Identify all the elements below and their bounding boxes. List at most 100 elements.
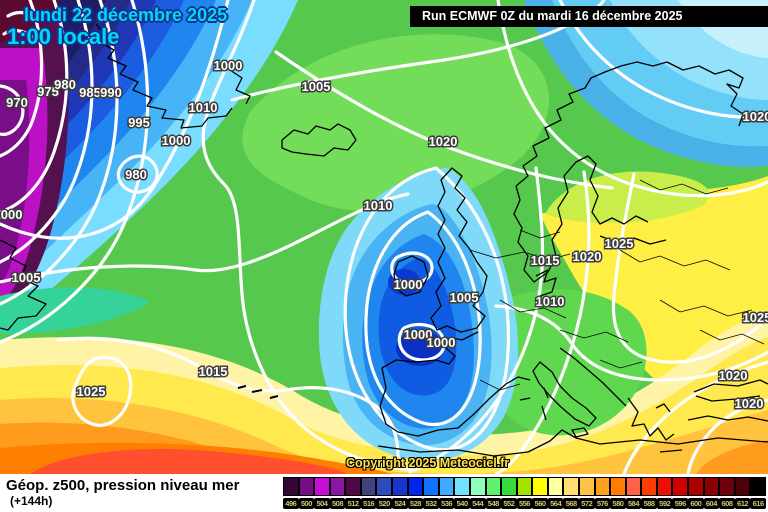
colorbar-swatch (283, 477, 299, 496)
colorbar-value: 512 (345, 498, 361, 509)
isobar-label: 1020 (743, 109, 768, 124)
colorbar-step: 584 (625, 477, 642, 509)
colorbar-step: 556 (516, 477, 533, 509)
isobar-label: 1010 (189, 100, 218, 115)
colorbar-value: 544 (469, 498, 486, 509)
isobar-label: 1015 (199, 364, 228, 379)
colorbar-step: 576 (594, 477, 611, 509)
colorbar-value: 528 (407, 498, 424, 509)
isobar-labels: 9709759809859909951000101010009801005100… (0, 57, 768, 413)
colorbar-swatch (501, 477, 517, 496)
map-title: Géop. z500, pression niveau mer (6, 477, 240, 494)
colorbar-value: 584 (625, 498, 642, 509)
colorbar-step: 500 (298, 477, 315, 509)
colorbar-step: 608 (719, 477, 735, 509)
colorbar-swatch (423, 477, 439, 496)
isobar-label: 1020 (573, 249, 602, 264)
coastlines (0, 23, 768, 457)
isobar-label: 1000 (162, 133, 191, 148)
colorbar-value: 588 (641, 498, 657, 509)
colorbar-value: 548 (485, 498, 502, 509)
forecast-local-time: 1:00 locale (7, 23, 120, 49)
legend-bar: Géop. z500, pression niveau mer (+144h) … (0, 474, 768, 512)
isobar-label: 1005 (450, 290, 479, 305)
colorbar-swatch (688, 477, 704, 496)
isobar-label: 1000 (394, 277, 423, 292)
colorbar-swatch (454, 477, 470, 496)
pressure-color-field (0, 0, 768, 474)
colorbar-step: 528 (407, 477, 424, 509)
isobar-label: 1000 (404, 327, 433, 342)
isobar-label: 985 (79, 85, 101, 100)
isobar-label: 1025 (77, 384, 106, 399)
colorbar-value: 608 (719, 498, 735, 509)
colorbar-value: 580 (610, 498, 626, 509)
colorbar-step: 504 (314, 477, 330, 509)
colorbar-step: 604 (703, 477, 720, 509)
colorbar-value: 500 (298, 498, 315, 509)
isobar-label: 1000 (0, 207, 22, 222)
colorbar-step: 548 (485, 477, 502, 509)
colorbar-value: 516 (360, 498, 377, 509)
isobar-label: 1005 (302, 79, 331, 94)
colorbar-swatch (719, 477, 735, 496)
isobar-label: 1010 (536, 294, 565, 309)
colorbar-value: 596 (672, 498, 689, 509)
colorbar-swatch (314, 477, 330, 496)
colorbar-value: 592 (656, 498, 673, 509)
colorbar-swatch (672, 477, 689, 496)
colorbar-value: 552 (501, 498, 517, 509)
colorbar-step: 600 (688, 477, 704, 509)
isobar-label: 1000 (214, 58, 243, 73)
colorbar-swatch (360, 477, 377, 496)
colorbar-step: 612 (734, 477, 751, 509)
colorbar-value: 508 (329, 498, 346, 509)
colorbar-value: 536 (438, 498, 455, 509)
isobar-label: 1020 (735, 396, 764, 411)
colorbar-value: 564 (547, 498, 564, 509)
geopotential-color-scale: 496 500 504 508 512 516 520 524 528 532 536 540 544 5… (283, 477, 766, 509)
isobar-label: 1020 (719, 368, 748, 383)
colorbar-step: 516 (360, 477, 377, 509)
copyright-notice: Copyright 2025 Meteociel.fr (346, 456, 510, 470)
colorbar-step: 540 (454, 477, 470, 509)
isobar-contours (0, 0, 768, 474)
colorbar-step: 564 (547, 477, 564, 509)
isobar-label: 990 (100, 85, 122, 100)
colorbar-value: 612 (734, 498, 751, 509)
isobar-label: 975 (37, 84, 59, 99)
colorbar-value: 572 (578, 498, 595, 509)
colorbar-step: 572 (578, 477, 595, 509)
colorbar-step: 596 (672, 477, 689, 509)
colorbar-swatch (547, 477, 564, 496)
colorbar-value: 568 (563, 498, 579, 509)
colorbar-swatch (298, 477, 315, 496)
isobar-label: 980 (125, 167, 147, 182)
colorbar-value: 520 (376, 498, 393, 509)
isobar-label: 1015 (531, 253, 560, 268)
colorbar-value: 540 (454, 498, 470, 509)
colorbar-step: 496 (283, 477, 299, 509)
forecast-valid-time: lundi 22 décembre 2025 1:00 locale (7, 6, 227, 48)
colorbar-value: 504 (314, 498, 330, 509)
colorbar-swatch (532, 477, 548, 496)
colorbar-swatch (563, 477, 579, 496)
isobar-label: 970 (6, 95, 28, 110)
isobar-label: 1020 (429, 134, 458, 149)
colorbar-swatch (641, 477, 657, 496)
colorbar-value: 576 (594, 498, 611, 509)
colorbar-step: 552 (501, 477, 517, 509)
colorbar-step: 508 (329, 477, 346, 509)
isobar-label: 1010 (364, 198, 393, 213)
isobar-label: 1025 (605, 236, 634, 251)
colorbar-value: 616 (750, 498, 766, 509)
colorbar-step: 580 (610, 477, 626, 509)
colorbar-swatch (438, 477, 455, 496)
isobar-label: 1000 (427, 335, 456, 350)
forecast-date: lundi 22 décembre 2025 (24, 5, 228, 25)
isobar-label: 1025 (743, 310, 768, 325)
isobar-label: 980 (54, 77, 76, 92)
forecast-lead-time: (+144h) (10, 494, 53, 508)
colorbar-swatch (516, 477, 533, 496)
